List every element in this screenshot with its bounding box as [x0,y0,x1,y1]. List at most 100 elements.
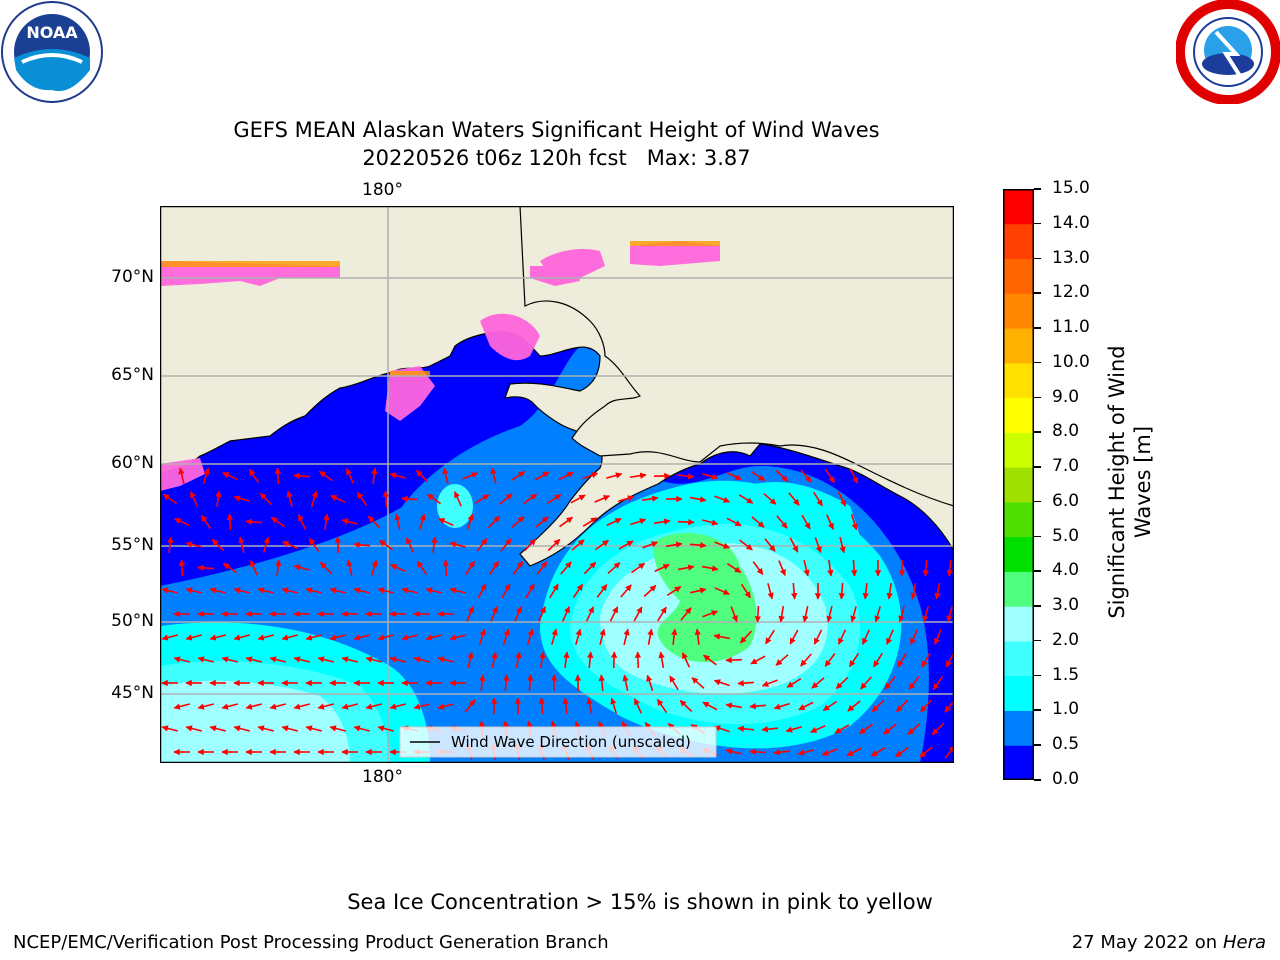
wind-wave-arrow [846,747,862,757]
wind-wave-arrow [370,559,378,576]
wind-wave-arrow [329,634,346,641]
wind-wave-arrow [501,583,511,599]
wind-wave-arrow [538,697,546,715]
colorbar-tick-label: 3.0 [1052,595,1080,616]
wind-wave-arrow [665,541,683,548]
wind-wave-arrow [895,699,909,713]
wind-wave-arrow [802,606,809,623]
wind-wave-arrow [797,749,814,756]
wind-wave-arrow [221,703,238,710]
wind-wave-arrow [477,583,487,599]
wind-wave-arrow [654,563,670,573]
wind-wave-arrow [677,518,695,526]
wind-wave-arrow [714,541,730,549]
lon-label-top: 180° [362,180,403,200]
colorbar-tick-mark [1034,639,1041,642]
wind-wave-arrow [837,629,847,645]
wind-wave-arrow [561,606,571,622]
wind-wave-arrow [345,468,355,484]
colorbar-tick-label: 14.0 [1052,212,1090,233]
wind-wave-arrow [377,725,394,732]
wind-wave-arrow [353,725,370,732]
wind-wave-arrow [437,703,454,710]
colorbar-tick-mark [1034,396,1041,399]
wind-wave-arrow [323,513,330,531]
wind-wave-arrow [725,702,743,709]
colorbar-tick-mark [1034,674,1041,677]
wind-wave-arrow [510,470,526,482]
wind-wave-arrow [575,628,582,645]
wind-wave-arrow [233,587,250,594]
wind-wave-arrow [281,587,298,594]
wind-wave-arrow [503,674,510,692]
wind-wave-arrow [594,495,610,503]
wind-wave-arrow [308,537,320,553]
wind-wave-arrow [286,490,293,507]
wind-wave-arrow [161,634,178,641]
wind-wave-arrow [725,656,743,664]
wind-wave-arrow [886,582,893,600]
wind-wave-arrow [884,676,896,690]
wind-wave-arrow [848,652,860,668]
wind-wave-arrow [610,651,618,669]
wind-wave-arrow [226,513,234,531]
wind-wave-arrow [413,703,430,710]
wind-wave-arrow [681,652,691,668]
wind-wave-arrow [209,634,226,641]
wind-wave-arrow [850,606,857,623]
wind-wave-arrow [897,652,907,668]
lat-label-50: 50°N [111,611,154,631]
wind-wave-arrow [886,629,894,645]
wind-wave-arrow [389,656,406,663]
wind-wave-arrow [534,471,550,481]
wind-wave-arrow [185,725,202,732]
wind-wave-arrow [827,559,834,577]
colorbar-segment [1003,467,1034,503]
wind-wave-arrow [788,492,800,506]
wind-wave-arrow [586,697,593,714]
noaa-logo: NOAA [0,0,104,104]
wind-wave-arrow [702,610,719,618]
wind-wave-arrow [669,675,679,691]
wind-wave-arrow [367,515,381,529]
wind-wave-arrow [763,493,777,505]
colorbar-segment [1003,710,1034,746]
wind-wave-arrow [297,514,307,530]
wind-wave-arrow [560,561,572,575]
colorbar-tick-mark [1034,744,1041,746]
wind-wave-arrow [466,606,474,622]
wind-wave-arrow [740,583,752,599]
colorbar-segment [1003,640,1034,677]
wind-wave-arrow [826,606,833,623]
wind-wave-arrow [449,541,466,548]
wind-wave-arrow [931,722,945,736]
wind-wave-arrow [598,674,605,692]
wind-wave-arrow [785,726,802,733]
colorbar-segment [1003,606,1034,642]
wind-wave-arrow [946,606,954,623]
wind-wave-arrow [293,703,310,710]
colorbar-segment [1003,293,1034,329]
wind-wave-arrow [209,587,226,594]
wind-wave-arrow [726,517,742,527]
wind-wave-arrow [749,748,767,756]
colorbar-tick-label: 2.0 [1052,629,1080,650]
wind-wave-arrow [690,587,707,594]
wind-wave-arrow [702,473,719,480]
wind-wave-arrow [791,582,798,600]
wind-wave-arrow [703,654,717,666]
wind-wave-arrow [642,541,659,549]
wind-wave-arrow [341,518,358,525]
wind-wave-arrow [478,628,486,645]
wind-wave-arrow [751,516,765,528]
wind-wave-arrow [536,561,548,575]
colorbar [1003,189,1034,781]
wind-wave-arrow [789,537,799,553]
wind-wave-arrow [551,628,558,645]
wind-wave-arrow [761,726,779,733]
colorbar-tick-mark [1034,779,1041,781]
colorbar-tick-mark [1034,500,1041,503]
wind-wave-arrow [365,703,382,710]
wind-wave-arrow [641,495,659,502]
wind-wave-arrow [222,562,238,574]
